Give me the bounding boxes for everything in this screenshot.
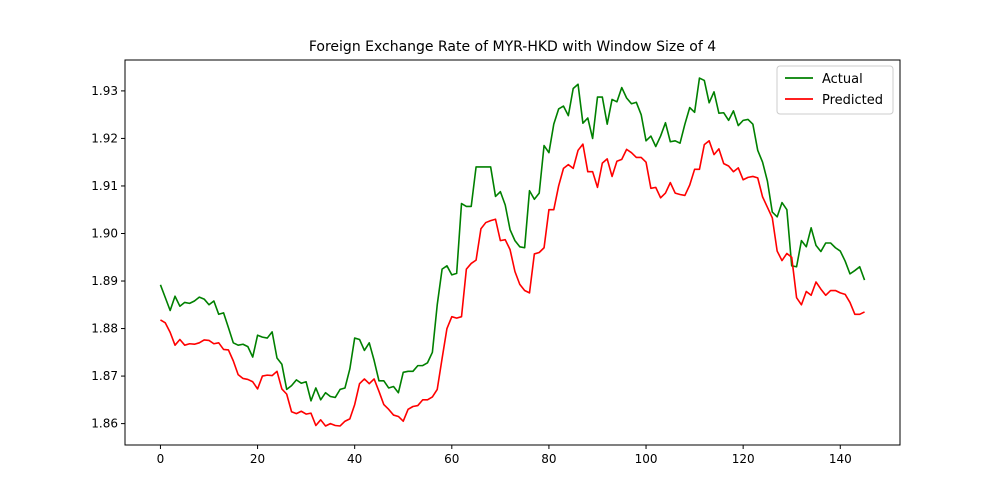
y-tick-label: 1.91 [91,179,118,193]
x-tick-label: 40 [347,452,362,466]
x-tick-label: 0 [157,452,165,466]
y-tick-label: 1.87 [91,369,118,383]
x-tick-label: 120 [732,452,755,466]
x-tick-label: 20 [250,452,265,466]
y-tick-label: 1.89 [91,274,118,288]
x-tick-label: 100 [635,452,658,466]
y-tick-label: 1.90 [91,226,118,240]
series-line-actual [159,77,866,402]
y-tick-label: 1.92 [91,131,118,145]
series-line-predicted [160,140,865,427]
legend-label-predicted: Predicted [822,93,883,108]
plot-area [159,77,866,427]
legend: Actual Predicted [776,65,894,115]
chart-title: Foreign Exchange Rate of MYR-HKD with Wi… [309,39,716,55]
y-tick-label: 1.88 [91,322,118,336]
legend-label-actual: Actual [822,72,863,87]
axis-ticks: 0 20 40 60 80 100 120 140 1.86 1.87 1.88 1.89 1.90 1.… [91,84,851,466]
y-tick-label: 1.86 [91,417,118,431]
x-tick-label: 80 [541,452,556,466]
axes-frame [124,59,901,446]
y-tick-label: 1.93 [91,84,118,98]
x-tick-label: 60 [444,452,459,466]
x-tick-label: 140 [829,452,852,466]
